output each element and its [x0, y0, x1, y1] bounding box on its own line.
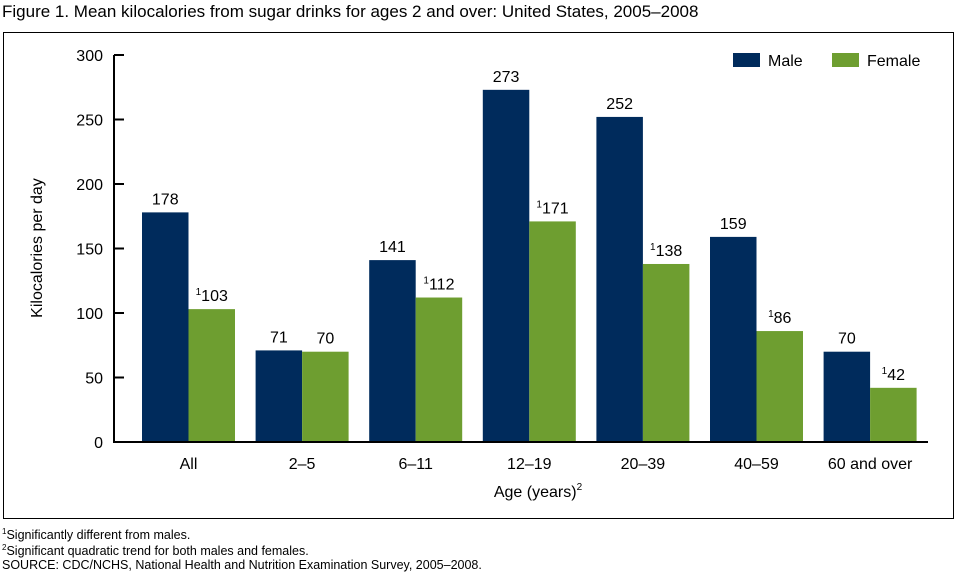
- data-value: 86: [774, 310, 792, 327]
- y-tick-label: 0: [94, 435, 103, 452]
- bar-male: [369, 260, 416, 442]
- data-label: 70: [838, 331, 856, 348]
- data-label: 141: [379, 239, 406, 256]
- data-label: 142: [882, 366, 905, 384]
- bar-male: [255, 350, 303, 442]
- y-tick-label: 150: [76, 242, 103, 259]
- footnote-mark: 2: [2, 543, 7, 552]
- footnote-text: Significant quadratic trend for both mal…: [6, 544, 309, 558]
- x-tick-label: 6–11: [398, 456, 433, 473]
- data-label: 70: [316, 331, 334, 348]
- footnote-mark: 2: [577, 482, 583, 493]
- x-tick-label: 2–5: [289, 456, 316, 473]
- bar-male: [823, 351, 871, 442]
- footnote-mark: 1: [2, 527, 7, 536]
- footnote-mark: 1: [650, 242, 656, 253]
- data-label: 71: [270, 329, 288, 346]
- x-tick-label: 60 and over: [828, 456, 913, 473]
- data-label: 186: [768, 309, 791, 327]
- footnote-mark: 1: [196, 287, 202, 298]
- y-tick-label: 50: [85, 371, 103, 388]
- data-label: 273: [493, 69, 520, 86]
- legend: Male Female: [733, 53, 920, 70]
- y-tick-label: 300: [76, 48, 103, 65]
- data-label: 1112: [423, 276, 454, 294]
- source-text: SOURCE: CDC/NCHS, National Health and Nu…: [2, 558, 482, 572]
- x-tick-label: 12–19: [507, 456, 552, 473]
- bar-female: [870, 387, 917, 442]
- bar-male: [596, 116, 643, 443]
- footnote-text: Significantly different from males.: [6, 528, 191, 542]
- legend-label-male: Male: [768, 53, 803, 70]
- data-label: 1103: [196, 287, 228, 305]
- x-axis-label: Age (years)2: [494, 482, 583, 501]
- data-label: 252: [606, 96, 633, 113]
- bar-female: [642, 263, 690, 442]
- y-tick-label: 250: [76, 113, 103, 130]
- x-tick-label: 40–59: [734, 456, 779, 473]
- data-label: 1138: [650, 242, 682, 260]
- source-note: SOURCE: CDC/NCHS, National Health and Nu…: [2, 558, 482, 572]
- bar-female: [188, 309, 235, 442]
- bar-female: [415, 297, 463, 442]
- bar-male: [142, 212, 189, 442]
- y-tick-label: 200: [76, 177, 103, 194]
- footnote-mark: 1: [536, 199, 542, 210]
- bar-male: [710, 236, 757, 442]
- bar-male: [482, 89, 530, 442]
- footnote-mark: 1: [882, 366, 888, 377]
- data-value: 42: [887, 367, 905, 384]
- y-axis: 0 50 100 150 200 250 300: [76, 48, 124, 452]
- figure-title: Figure 1. Mean kilocalories from sugar d…: [2, 2, 699, 21]
- data-value: 138: [656, 243, 683, 260]
- bars: [142, 89, 917, 443]
- footnote-mark: 1: [423, 276, 429, 287]
- bar-female: [302, 351, 349, 442]
- data-label: 159: [720, 216, 747, 233]
- bar-female: [529, 221, 576, 442]
- data-label: 178: [152, 191, 179, 208]
- x-tick-label: All: [180, 456, 198, 473]
- footnote-mark: 1: [768, 309, 774, 320]
- legend-swatch-male: [733, 53, 760, 67]
- footnote-2: 2Significant quadratic trend for both ma…: [2, 543, 309, 558]
- x-axis: All 2–5 6–11 12–19 20–39 40–59 60 and over: [113, 441, 928, 473]
- data-value: 112: [429, 277, 455, 294]
- bar-female: [756, 331, 803, 442]
- footnote-1: 1Significantly different from males.: [2, 527, 190, 542]
- data-value: 103: [201, 288, 228, 305]
- data-label: 1171: [536, 199, 568, 217]
- data-value: 171: [542, 200, 569, 217]
- x-tick-label: 20–39: [621, 456, 666, 473]
- y-axis-label: Kilocalories per day: [29, 178, 46, 318]
- legend-label-female: Female: [867, 53, 920, 70]
- legend-swatch-female: [832, 53, 859, 67]
- chart-frame: [3, 32, 954, 519]
- y-tick-label: 100: [76, 306, 103, 323]
